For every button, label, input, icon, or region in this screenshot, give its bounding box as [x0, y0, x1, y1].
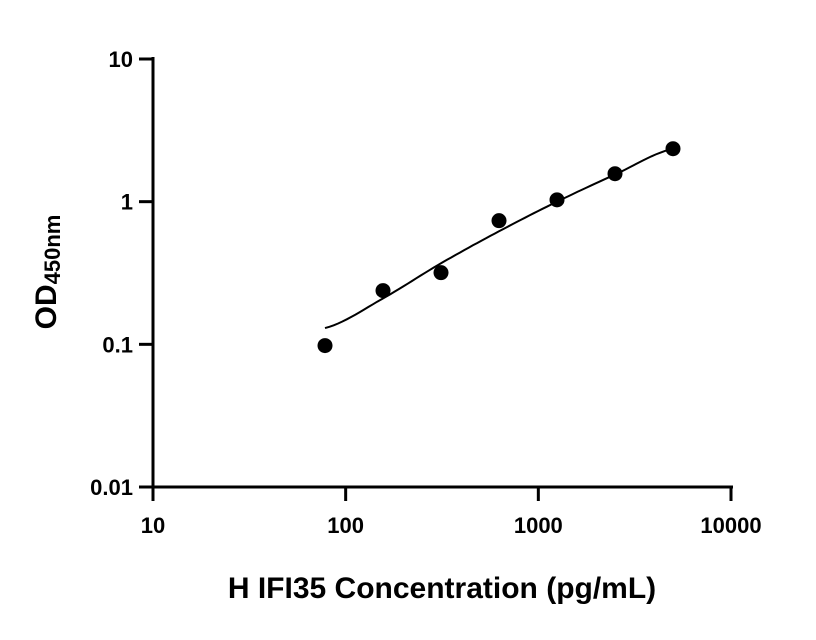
- data-point: [491, 213, 507, 229]
- data-point: [375, 283, 391, 299]
- data-point: [317, 338, 333, 354]
- y-axis-title-subscript: 450nm: [40, 215, 65, 285]
- data-point: [549, 192, 565, 208]
- y-tick-label: 0.1: [102, 332, 133, 357]
- y-tick-label: 10: [109, 47, 133, 72]
- y-tick-label: 1: [121, 190, 133, 215]
- data-point: [433, 265, 449, 281]
- data-point: [665, 141, 681, 157]
- y-axis-title-main: OD: [30, 284, 63, 329]
- x-tick-label: 10: [141, 513, 165, 538]
- x-tick-label: 100: [327, 513, 364, 538]
- x-axis-ticks: 10 100 1000 10000: [141, 487, 762, 538]
- y-axis-title: OD450nm: [30, 215, 65, 330]
- x-tick-label: 1000: [514, 513, 563, 538]
- data-point: [607, 166, 623, 182]
- y-tick-label: 0.01: [90, 475, 133, 500]
- x-axis-title: H IFI35 Concentration (pg/mL): [228, 572, 656, 605]
- y-axis-ticks: 0.01 0.1 1 10: [90, 47, 153, 500]
- x-tick-label: 10000: [700, 513, 761, 538]
- data-points: [317, 141, 681, 354]
